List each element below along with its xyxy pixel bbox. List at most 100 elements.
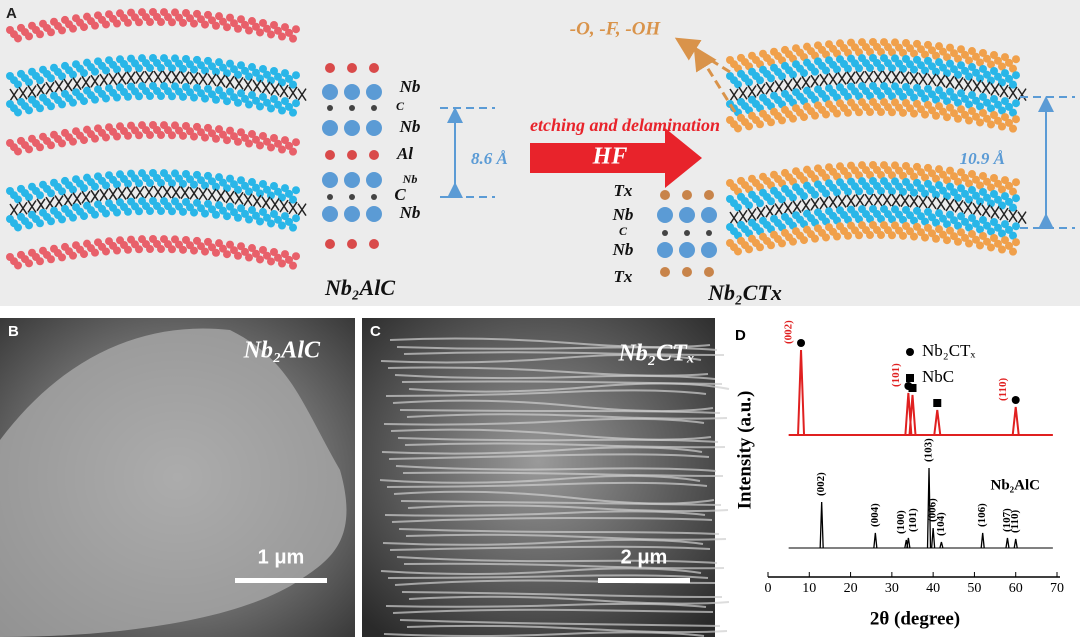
atom xyxy=(241,181,249,190)
atom xyxy=(888,231,896,240)
atom xyxy=(278,32,286,41)
atom xyxy=(1012,194,1020,203)
atom xyxy=(179,18,187,27)
atom xyxy=(14,223,22,232)
atom xyxy=(939,91,947,100)
atom xyxy=(987,104,995,113)
atom xyxy=(278,259,286,268)
atom xyxy=(259,18,267,27)
bond xyxy=(837,195,847,208)
flake xyxy=(395,465,717,472)
atom xyxy=(998,185,1006,194)
atom xyxy=(215,125,223,134)
atom xyxy=(47,141,55,150)
atom xyxy=(662,230,668,236)
atom xyxy=(928,90,936,99)
atom xyxy=(252,22,260,31)
atom xyxy=(704,190,714,200)
bond xyxy=(999,207,1009,221)
atom xyxy=(248,91,256,100)
atom xyxy=(660,267,670,277)
atom xyxy=(241,133,249,142)
atom xyxy=(979,171,987,180)
atom xyxy=(190,65,198,74)
atom xyxy=(987,227,995,236)
flake xyxy=(403,562,725,570)
atom xyxy=(833,188,841,197)
atom xyxy=(208,90,216,99)
bond xyxy=(225,190,235,204)
atom xyxy=(201,66,209,75)
atom xyxy=(1009,247,1017,256)
bond xyxy=(1017,88,1027,102)
peak-label: (002) xyxy=(815,472,827,496)
atom xyxy=(157,18,165,27)
bond xyxy=(936,197,946,211)
bond xyxy=(891,193,901,207)
atom xyxy=(800,236,808,245)
atom xyxy=(1009,231,1017,240)
atom xyxy=(347,150,357,160)
atom xyxy=(943,220,951,229)
atom xyxy=(701,242,717,258)
atom xyxy=(289,108,297,117)
atom xyxy=(223,250,231,259)
atom xyxy=(767,241,775,250)
atom xyxy=(844,64,852,73)
atom xyxy=(899,215,907,224)
atom xyxy=(278,106,286,115)
atom xyxy=(998,78,1006,87)
atom xyxy=(325,63,335,73)
bond xyxy=(882,70,892,84)
atom xyxy=(943,176,951,185)
atom xyxy=(957,45,965,54)
atom xyxy=(961,189,969,198)
atom xyxy=(234,70,242,79)
atom xyxy=(208,129,216,138)
bond xyxy=(864,193,874,207)
bond xyxy=(738,209,748,223)
atom xyxy=(234,137,242,146)
atom xyxy=(263,24,271,33)
atom xyxy=(230,132,238,141)
atom xyxy=(833,65,841,74)
atom xyxy=(704,267,714,277)
atom xyxy=(706,230,712,236)
atom xyxy=(274,100,282,109)
atom xyxy=(234,251,242,260)
atom xyxy=(855,231,863,240)
atom xyxy=(994,195,1002,204)
atom xyxy=(230,208,238,217)
atom xyxy=(146,92,154,101)
atom xyxy=(226,202,234,211)
bond xyxy=(1008,209,1018,223)
atom xyxy=(157,92,165,101)
bond xyxy=(279,199,289,213)
atom xyxy=(983,221,991,230)
bond xyxy=(288,86,298,100)
atom xyxy=(910,216,918,225)
bond xyxy=(9,203,19,217)
atom xyxy=(1009,124,1017,133)
atom xyxy=(124,92,132,101)
atom xyxy=(36,104,44,113)
atom xyxy=(80,97,88,106)
atom xyxy=(208,177,216,186)
atom xyxy=(921,94,929,103)
bond xyxy=(261,196,271,210)
peak-label: (110) xyxy=(997,377,1009,401)
layers xyxy=(379,337,730,637)
bond xyxy=(801,75,811,89)
atom xyxy=(745,201,753,210)
peak-label: (002) xyxy=(783,320,795,344)
atom xyxy=(1001,53,1009,62)
bond xyxy=(189,71,199,85)
peak-label: (101) xyxy=(890,363,902,387)
atom xyxy=(146,18,154,27)
atom xyxy=(939,230,947,239)
atom xyxy=(219,244,227,253)
atom xyxy=(292,71,300,80)
atom xyxy=(935,42,943,51)
atom xyxy=(270,133,278,142)
atom xyxy=(983,70,991,79)
